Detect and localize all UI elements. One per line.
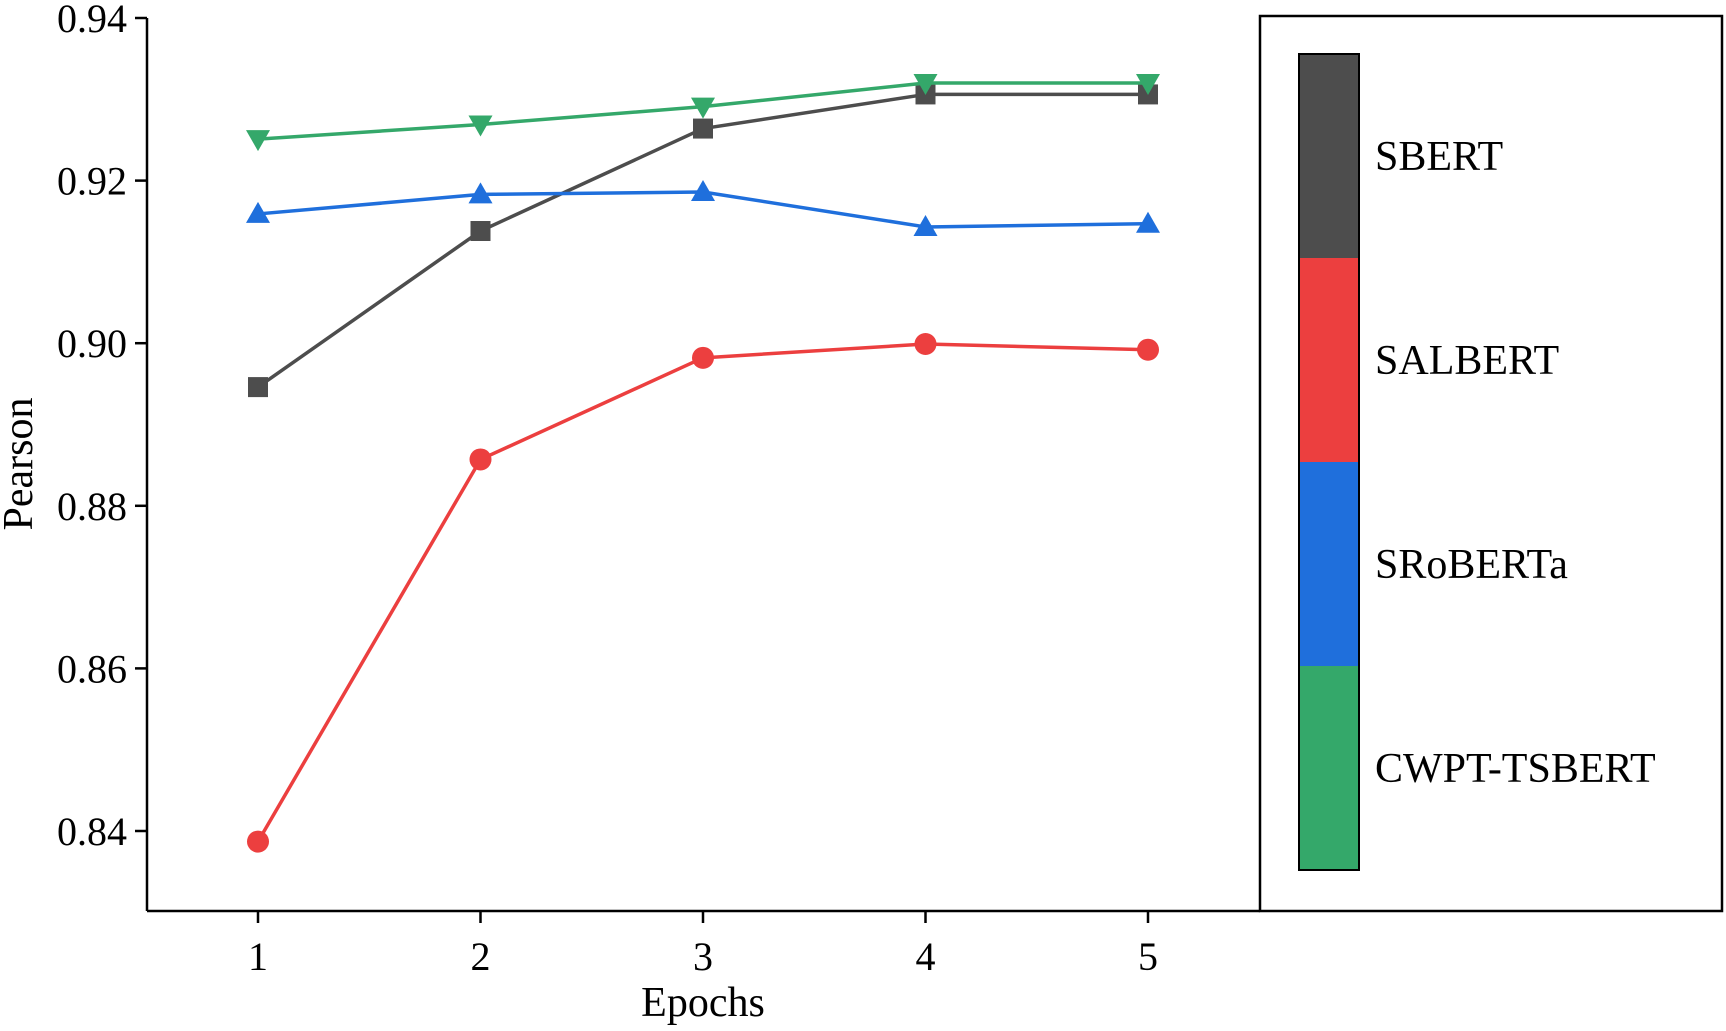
legend-label: SBERT bbox=[1375, 134, 1503, 180]
x-tick-label: 5 bbox=[1138, 934, 1158, 979]
data-point bbox=[913, 74, 938, 96]
data-point bbox=[691, 179, 715, 201]
data-point bbox=[1137, 338, 1159, 361]
y-tick-label: 0.86 bbox=[57, 646, 127, 691]
y-tick-label: 0.90 bbox=[57, 321, 127, 366]
data-point bbox=[693, 118, 713, 139]
data-point bbox=[247, 830, 269, 853]
y-tick-label: 0.84 bbox=[57, 809, 127, 854]
y-tick-label: 0.88 bbox=[57, 484, 127, 529]
x-tick-label: 4 bbox=[916, 934, 936, 979]
series-line bbox=[256, 342, 1149, 843]
x-tick-label: 3 bbox=[693, 934, 713, 979]
data-point bbox=[468, 115, 493, 137]
x-tick-label: 1 bbox=[248, 934, 268, 979]
data-point bbox=[468, 182, 493, 204]
legend-swatch bbox=[1299, 666, 1359, 870]
legend-swatch bbox=[1299, 462, 1359, 666]
legend-label: SRoBERTa bbox=[1375, 542, 1568, 588]
data-point bbox=[469, 448, 492, 471]
data-point bbox=[692, 346, 714, 369]
data-point bbox=[913, 214, 938, 236]
data-point bbox=[470, 221, 491, 242]
y-axis-title: Pearson bbox=[0, 398, 42, 531]
legend-bar-border bbox=[1298, 53, 1360, 871]
data-point bbox=[691, 97, 715, 119]
legend-swatch bbox=[1299, 258, 1359, 462]
legend-swatch bbox=[1299, 54, 1359, 258]
legend-label: SALBERT bbox=[1375, 338, 1559, 384]
data-point bbox=[914, 333, 937, 356]
x-tick-label: 2 bbox=[471, 934, 491, 979]
x-axis-title: Epochs bbox=[641, 980, 765, 1026]
legend-label: CWPT-TSBERT bbox=[1375, 746, 1656, 792]
y-tick-label: 0.92 bbox=[57, 159, 127, 204]
y-tick-label: 0.94 bbox=[57, 0, 127, 41]
data-point bbox=[248, 377, 268, 398]
legend-frame bbox=[1258, 14, 1724, 913]
data-point bbox=[246, 130, 270, 152]
data-point bbox=[1136, 211, 1160, 233]
data-point bbox=[246, 201, 270, 223]
data-point bbox=[1136, 74, 1160, 96]
